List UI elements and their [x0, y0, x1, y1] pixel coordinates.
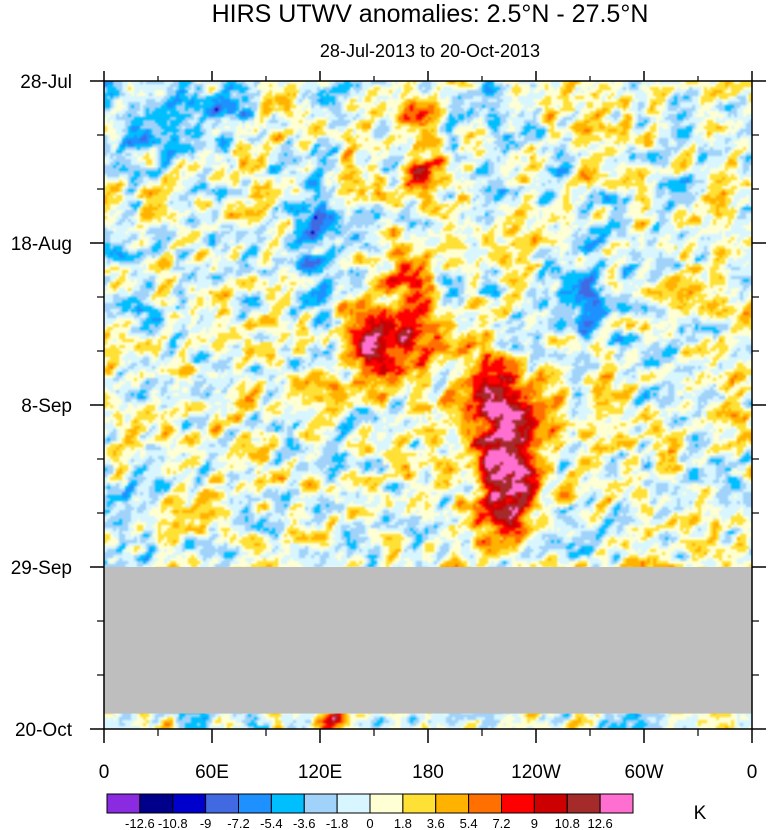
y-tick-label: 8-Sep	[21, 396, 72, 417]
chart-title: HIRS UTWV anomalies: 2.5°N - 27.5°N	[212, 0, 649, 28]
x-tick-label: 120W	[511, 762, 561, 783]
colorbar-level-label: 3.6	[427, 816, 445, 830]
colorbar-swatch	[369, 793, 404, 814]
colorbar-level-label: -7.2	[227, 816, 249, 830]
y-tick-label: 18-Aug	[11, 234, 72, 255]
colorbar-unit: K	[694, 803, 707, 824]
colorbar-swatch	[106, 793, 141, 814]
x-tick-label: 60E	[195, 762, 229, 783]
colorbar-swatch	[566, 793, 601, 814]
colorbar: -12.6 -10.8 -9 -7.2 -5.4 -3.6 -1.8 0 1.8 3.6 5.4 7.…	[106, 793, 634, 830]
colorbar-level-label: -3.6	[293, 816, 315, 830]
y-tick-label: 29-Sep	[11, 558, 72, 579]
colorbar-level-label: 7.2	[492, 816, 510, 830]
y-axis: 28-Jul 18-Aug 8-Sep 29-Sep 20-Oct	[11, 72, 766, 741]
y-tick-label: 28-Jul	[20, 72, 72, 93]
colorbar-level-label: -9	[200, 816, 212, 830]
colorbar-level-label: 12.6	[587, 816, 612, 830]
colorbar-level-label: 0	[366, 816, 373, 830]
x-tick-label: 60W	[624, 762, 663, 783]
colorbar-swatch	[270, 793, 305, 814]
missing-data-band	[104, 567, 752, 714]
colorbar-swatch	[402, 793, 437, 814]
colorbar-swatch	[501, 793, 535, 814]
colorbar-level-label: -5.4	[260, 816, 282, 830]
colorbar-swatch	[435, 793, 470, 814]
x-tick-label: 0	[99, 762, 110, 783]
colorbar-level-label: 5.4	[460, 816, 478, 830]
x-tick-label: 120E	[298, 762, 342, 783]
colorbar-swatch	[303, 793, 338, 814]
colorbar-level-label: -12.6	[125, 816, 155, 830]
colorbar-swatch	[533, 793, 568, 814]
x-tick-label: 180	[412, 762, 444, 783]
chart-subtitle: 28-Jul-2013 to 20-Oct-2013	[320, 41, 540, 61]
x-tick-label: 0	[747, 762, 758, 783]
colorbar-level-label: 10.8	[555, 816, 580, 830]
colorbar-swatch	[238, 793, 272, 814]
colorbar-swatch	[336, 793, 371, 814]
colorbar-level-label: 1.8	[394, 816, 412, 830]
colorbar-swatch	[205, 793, 239, 814]
colorbar-level-label: -10.8	[158, 816, 188, 830]
x-axis: 0 60E 120E 180 120W 60W 0	[99, 71, 758, 783]
colorbar-swatch	[468, 793, 502, 814]
colorbar-swatch	[599, 793, 634, 814]
colorbar-swatch	[172, 793, 207, 814]
colorbar-swatch	[139, 793, 174, 814]
colorbar-level-label: 9	[531, 816, 538, 830]
y-tick-label: 20-Oct	[15, 720, 73, 741]
colorbar-level-label: -1.8	[326, 816, 348, 830]
plot-area	[103, 80, 753, 730]
